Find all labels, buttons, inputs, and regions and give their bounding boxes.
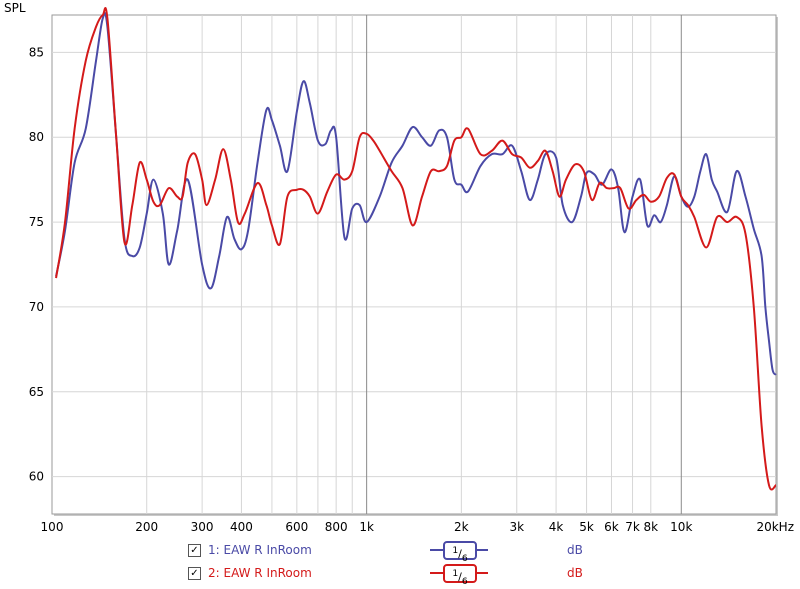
x-tick-label: 300 [191,520,214,534]
x-tick-label: 600 [285,520,308,534]
series-1-smoothing-button[interactable]: 1/6 [443,541,477,564]
x-tick-label: 5k [579,520,594,534]
x-tick-label: 8k [643,520,658,534]
y-tick-label: 85 [29,45,44,59]
x-tick-label: 3k [509,520,524,534]
frequency-response-chart: SPL 60 65 70 75 80 85 100 200 300 400 600 800 1k 2k 3… [4,1,794,534]
series-2-name[interactable]: 2: EAW R InRoom [208,566,312,580]
x-tick-label: 6k [604,520,619,534]
x-tick-label: 400 [230,520,253,534]
x-tick-label: 1k [359,520,374,534]
y-tick-label: 80 [29,130,44,144]
y-tick-label: 65 [29,385,44,399]
x-tick-label: 2k [454,520,469,534]
series-2-line [55,6,777,491]
series-1-unit: dB [567,543,583,557]
series-1-name[interactable]: 1: EAW R InRoom [208,543,312,557]
series-2-unit: dB [567,566,583,580]
plot-area [51,14,777,515]
legend-row-2: ✓ 2: EAW R InRoom 1/6 dB [188,564,608,587]
x-tick-label: 4k [549,520,564,534]
x-tick-label: 20kHz [756,520,794,534]
x-tick-labels: 100 200 300 400 600 800 1k 2k 3k 4k 5k 6k 7k 8k 10k 20k… [41,520,794,534]
x-tick-label: 200 [135,520,158,534]
grid-lines [52,15,776,514]
series-2-smoothing-button[interactable]: 1/6 [443,564,477,587]
y-axis-label: SPL [4,1,26,15]
y-tick-label: 75 [29,215,44,229]
x-tick-label: 100 [41,520,64,534]
y-tick-label: 70 [29,300,44,314]
y-tick-labels: 60 65 70 75 80 85 [29,45,44,483]
x-tick-label: 7k [625,520,640,534]
series-1-checkbox[interactable]: ✓ [188,544,201,557]
series-2-checkbox[interactable]: ✓ [188,567,201,580]
y-tick-label: 60 [29,470,44,484]
series-lines [55,6,777,491]
legend-row-1: ✓ 1: EAW R InRoom 1/6 dB [188,541,608,564]
x-tick-label: 800 [325,520,348,534]
x-tick-label: 10k [670,520,692,534]
